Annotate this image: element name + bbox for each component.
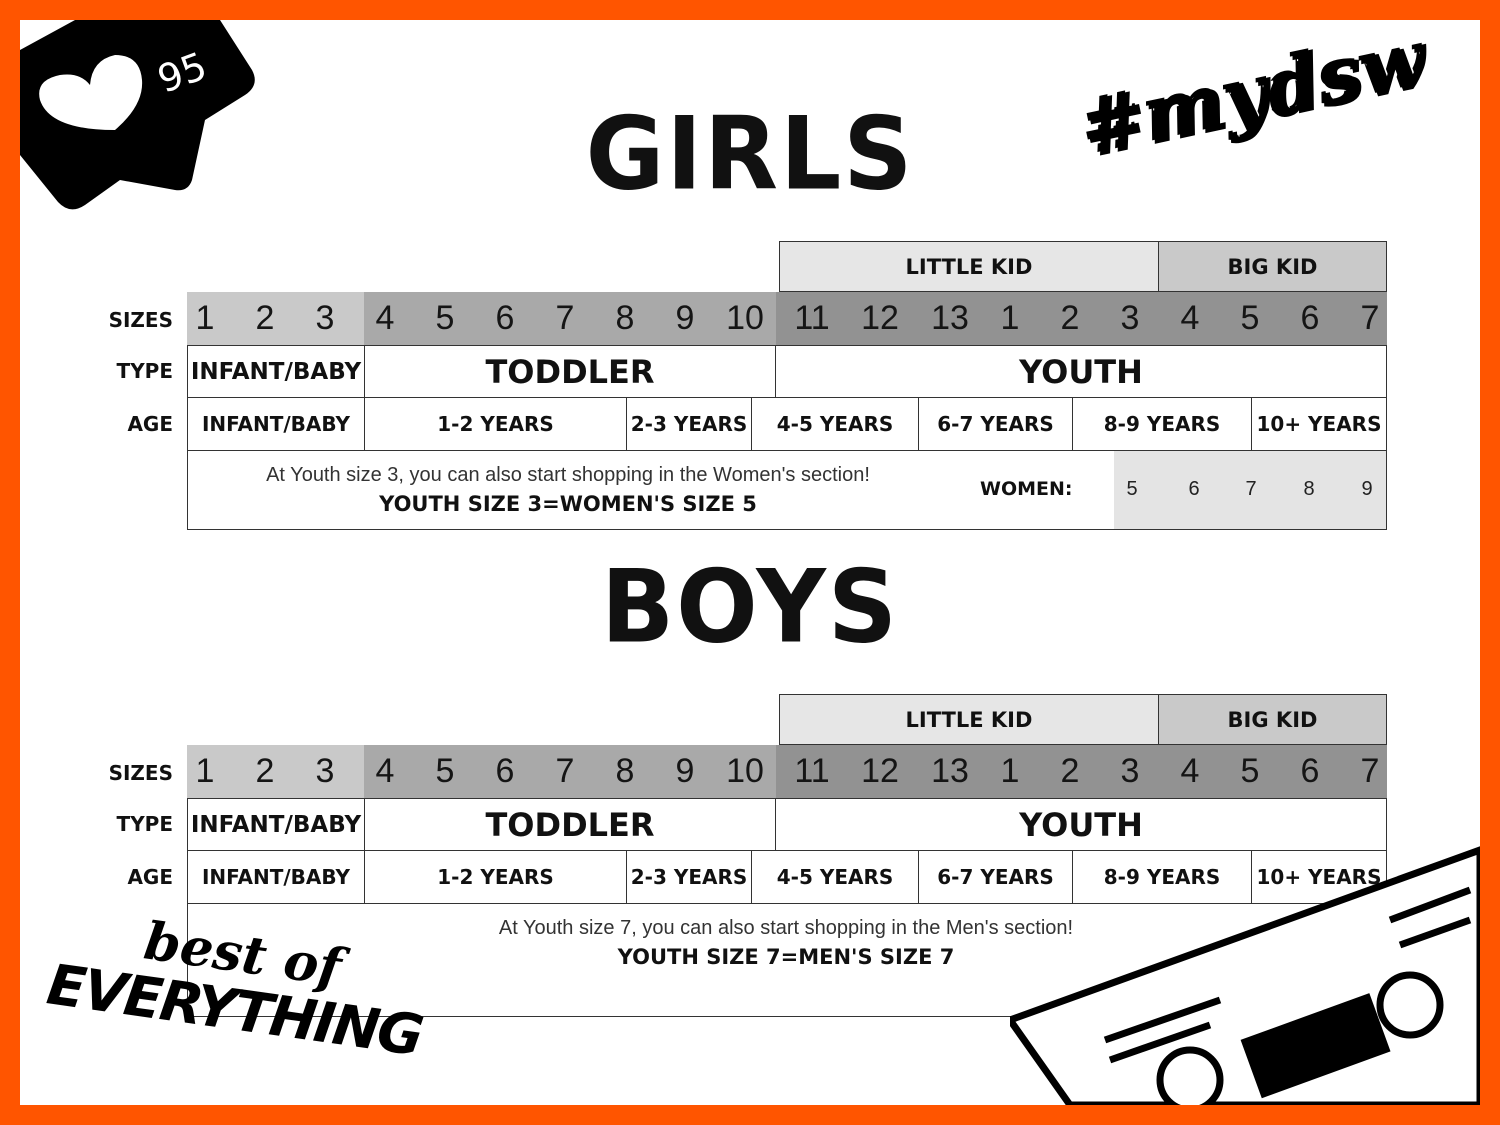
note-bold-text: YOUTH SIZE 7=MEN'S SIZE 7: [617, 945, 955, 969]
size-value: 8: [615, 299, 635, 337]
size-value: 7: [555, 752, 575, 790]
women-size-value: 7: [1245, 478, 1257, 500]
type-youth: YOUTH: [775, 345, 1387, 398]
note-box: [187, 450, 1387, 530]
row-label-age: AGE: [127, 865, 173, 889]
row-label-type: TYPE: [116, 812, 173, 836]
likes-badge: 95: [20, 20, 255, 210]
note-text: At Youth size 7, you can also start shop…: [498, 917, 1074, 939]
size-value: 10: [726, 299, 764, 337]
women-label: WOMEN:: [980, 478, 1073, 500]
size-value: 1: [1000, 752, 1020, 790]
row-label-sizes: SIZES: [108, 761, 173, 785]
type-toddler: TODDLER: [364, 798, 776, 851]
size-value: 11: [794, 752, 830, 790]
size-value: 12: [861, 752, 899, 790]
size-value: 5: [1240, 299, 1260, 337]
size-value: 3: [315, 752, 335, 790]
size-value: 4: [375, 752, 395, 790]
women-size-value: 9: [1361, 478, 1373, 500]
size-value: 1: [1000, 299, 1020, 337]
size-value: 5: [435, 299, 455, 337]
size-value: 5: [1240, 752, 1260, 790]
age-cell: 4-5 YEARS: [751, 850, 919, 904]
size-value: 6: [1300, 299, 1320, 337]
women-size-value: 5: [1126, 478, 1138, 500]
size-value: 7: [1360, 299, 1380, 337]
chart-title: BOYS: [600, 548, 899, 666]
sizes-infant-band: [187, 745, 364, 798]
size-value: 5: [435, 752, 455, 790]
size-value: 7: [555, 299, 575, 337]
sizes-youth-band: [776, 745, 1387, 798]
note-bold-text: YOUTH SIZE 3=WOMEN'S SIZE 5: [379, 492, 757, 516]
age-cell: 2-3 YEARS: [626, 397, 752, 451]
size-value: 3: [1120, 752, 1140, 790]
size-value: 1: [195, 299, 215, 337]
size-value: 12: [861, 299, 899, 337]
size-value: 2: [1060, 299, 1080, 337]
age-cell: 4-5 YEARS: [751, 397, 919, 451]
size-value: 1: [195, 752, 215, 790]
type-infant: INFANT/BABY: [187, 798, 365, 851]
size-value: 2: [255, 752, 275, 790]
size-value: 13: [931, 752, 969, 790]
size-value: 4: [1180, 299, 1200, 337]
age-cell: 8-9 YEARS: [1072, 397, 1252, 451]
age-cell: 10+ YEARS: [1251, 850, 1387, 904]
chart-title: GIRLS: [585, 95, 915, 213]
age-cell: INFANT/BABY: [187, 397, 365, 451]
size-value: 4: [1180, 752, 1200, 790]
women-sizes-band: [1114, 451, 1386, 529]
size-value: 10: [726, 752, 764, 790]
row-label-age: AGE: [127, 412, 173, 436]
row-label-sizes: SIZES: [108, 308, 173, 332]
sizes-infant-band: [187, 292, 364, 345]
cassette-tape-illustration: [1010, 846, 1480, 1105]
sizes-toddler-band: [364, 745, 776, 798]
age-cell: 1-2 YEARS: [364, 850, 627, 904]
age-cell: 6-7 YEARS: [918, 397, 1073, 451]
row-label-type: TYPE: [116, 359, 173, 383]
women-size-value: 6: [1188, 478, 1200, 500]
size-value: 9: [675, 752, 695, 790]
sizes-youth-band: [776, 292, 1387, 345]
size-value: 4: [375, 299, 395, 337]
size-value: 7: [1360, 752, 1380, 790]
size-value: 6: [1300, 752, 1320, 790]
size-chart-page: 95 #mydsw GIRLS LITTLE KID BIG KID 1 2 3 4 5 6 7 8…: [20, 20, 1480, 1105]
size-value: 11: [794, 299, 830, 337]
size-value: 9: [675, 299, 695, 337]
sizes-toddler-band: [364, 292, 776, 345]
size-value: 3: [1120, 299, 1140, 337]
size-value: 13: [931, 299, 969, 337]
size-value: 3: [315, 299, 335, 337]
group-little-kid: LITTLE KID: [779, 241, 1159, 292]
size-value: 6: [495, 752, 515, 790]
size-value: 2: [1060, 752, 1080, 790]
age-cell: 1-2 YEARS: [364, 397, 627, 451]
note-text: At Youth size 3, you can also start shop…: [266, 464, 870, 486]
age-cell: INFANT/BABY: [187, 850, 365, 904]
type-toddler: TODDLER: [364, 345, 776, 398]
type-infant: INFANT/BABY: [187, 345, 365, 398]
age-cell: 2-3 YEARS: [626, 850, 752, 904]
size-value: 2: [255, 299, 275, 337]
group-big-kid: BIG KID: [1158, 241, 1387, 292]
size-value: 6: [495, 299, 515, 337]
age-cell: 10+ YEARS: [1251, 397, 1387, 451]
heart-icon: [39, 55, 143, 130]
size-value: 8: [615, 752, 635, 790]
group-little-kid: LITTLE KID: [779, 694, 1159, 745]
group-big-kid: BIG KID: [1158, 694, 1387, 745]
women-size-value: 8: [1303, 478, 1315, 500]
